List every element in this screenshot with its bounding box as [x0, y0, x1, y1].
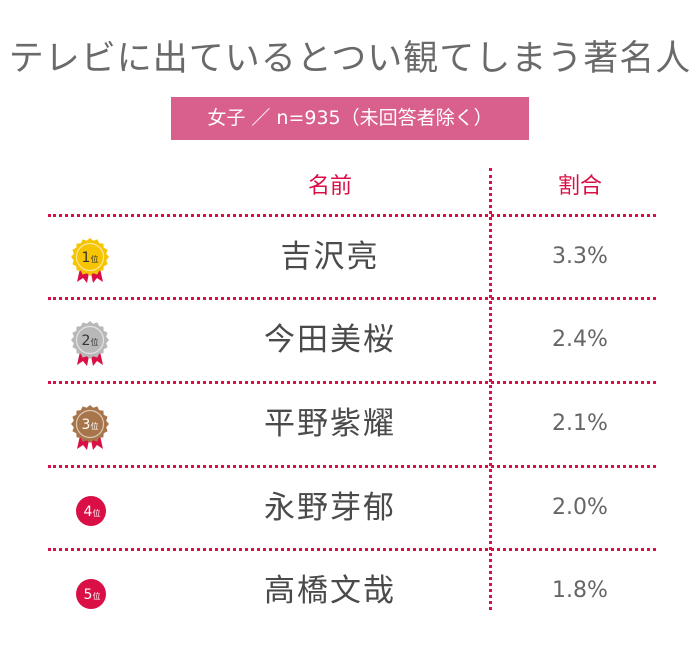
table-row: 5位 高橋文哉 1.8%	[48, 550, 656, 632]
rank-medal-icon: 2位	[60, 311, 120, 371]
rank-circle-icon: 5位	[60, 562, 120, 622]
row-divider	[48, 297, 656, 300]
rank-number: 2位	[82, 333, 99, 349]
celebrity-name: 平野紫耀	[264, 406, 396, 442]
row-divider	[48, 381, 656, 384]
table-row: 1位 吉沢亮 3.3%	[48, 216, 656, 298]
percent-value: 3.3%	[552, 244, 608, 269]
rank-number: 1位	[82, 250, 99, 266]
medal-face	[75, 409, 105, 439]
column-header-ratio: 割合	[557, 174, 602, 199]
column-divider	[489, 168, 492, 610]
celebrity-name: 高橋文哉	[264, 573, 396, 609]
rank-number: 3位	[82, 417, 99, 433]
table-row: 4位 永野芽郁 2.0%	[48, 467, 656, 549]
row-divider	[48, 548, 656, 551]
row-divider	[48, 214, 656, 217]
row-divider	[48, 465, 656, 468]
table-row: 3位 平野紫耀 2.1%	[48, 383, 656, 465]
chart-title: テレビに出ているとつい観てしまう著名人	[8, 39, 692, 79]
medal-face	[75, 325, 105, 355]
rank-number: 5位	[84, 587, 101, 603]
rank-medal-icon: 3位	[60, 395, 120, 455]
rank-circle	[76, 496, 106, 526]
percent-value: 1.8%	[552, 578, 608, 603]
rank-number: 4位	[84, 504, 101, 520]
celebrity-name: 今田美桜	[264, 322, 396, 358]
medal-face	[75, 242, 105, 272]
column-header-name: 名前	[307, 174, 352, 199]
percent-value: 2.0%	[552, 495, 608, 520]
celebrity-name: 吉沢亮	[280, 239, 380, 275]
rank-circle-icon: 4位	[60, 479, 120, 539]
celebrity-name: 永野芽郁	[264, 490, 396, 526]
rank-circle	[76, 579, 106, 609]
chart-subtitle: 女子 ／ n=935（未回答者除く）	[171, 97, 529, 140]
percent-value: 2.1%	[552, 411, 608, 436]
table-row: 2位 今田美桜 2.4%	[48, 299, 656, 381]
rank-medal-icon: 1位	[60, 228, 120, 288]
percent-value: 2.4%	[552, 327, 608, 352]
